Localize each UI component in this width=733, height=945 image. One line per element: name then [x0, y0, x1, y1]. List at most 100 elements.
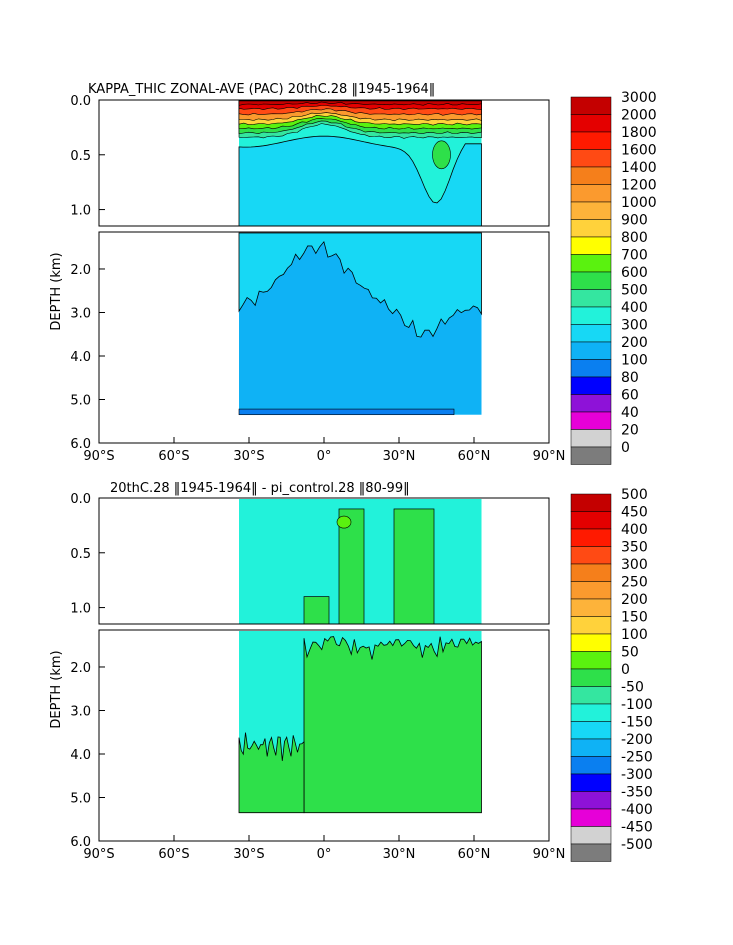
colorbar-swatch	[570, 149, 612, 168]
colorbar-swatch	[570, 201, 612, 220]
colorbar-label: 1600	[621, 143, 657, 159]
y-tick-label: 3.0	[70, 704, 91, 719]
colorbar-label: 300	[621, 318, 648, 334]
colorbar-swatch	[570, 324, 612, 343]
field-positive-lower	[303, 636, 482, 814]
colorbar-label: 350	[621, 540, 648, 556]
colorbar-label: 1800	[621, 125, 657, 141]
colorbar-label: 60	[621, 388, 639, 404]
x-tick-label: 60°S	[158, 847, 189, 862]
colorbar-label: 3000	[621, 90, 657, 106]
x-tick-label: 60°S	[158, 449, 189, 464]
colorbar-swatch	[570, 773, 612, 792]
colorbar-label: 50	[621, 645, 639, 661]
y-tick-label: 4.0	[70, 748, 91, 763]
colorbar-label: 300	[621, 557, 648, 573]
colorbar-swatch	[570, 219, 612, 238]
field-patch-equator	[336, 515, 352, 529]
panel-title: KAPPA_THIC ZONAL-AVE (PAC) 20thC.28 ‖194…	[88, 82, 435, 97]
y-tick-label: 0.5	[70, 547, 91, 562]
panel-difference: 20thC.28 ‖1945-1964‖ - pi_control.28 ‖80…	[49, 481, 653, 862]
y-axis-label: DEPTH (km)	[49, 650, 64, 728]
colorbar-swatch	[570, 826, 612, 845]
field-positive-column	[303, 596, 330, 625]
colorbar-label: 100	[621, 353, 648, 369]
colorbar-swatch	[570, 493, 612, 512]
plot-frame-upper	[98, 497, 550, 625]
colorbar-label: 150	[621, 610, 648, 626]
y-tick-label: 6.0	[70, 835, 91, 850]
colorbar-swatch	[570, 429, 612, 448]
colorbar-label: 1400	[621, 160, 657, 176]
colorbar-swatch	[570, 394, 612, 413]
colorbar-label: 700	[621, 248, 648, 264]
y-tick-label: 1.0	[70, 204, 91, 219]
colorbar-swatch	[570, 166, 612, 185]
colorbar-label: 500	[621, 283, 648, 299]
colorbar-swatch	[570, 721, 612, 740]
colorbar-swatch	[570, 114, 612, 133]
colorbar-label: 900	[621, 213, 648, 229]
plot-frame-upper	[98, 99, 550, 227]
x-tick-label: 30°S	[233, 449, 264, 464]
colorbar-label: 800	[621, 230, 648, 246]
colorbar-label: 200	[621, 592, 648, 608]
colorbar-swatch	[570, 616, 612, 635]
x-tick-label: 90°S	[83, 847, 114, 862]
colorbar-label: -500	[621, 837, 653, 853]
y-tick-label: 6.0	[70, 437, 91, 452]
colorbar-label: -250	[621, 750, 653, 766]
y-axis-label: DEPTH (km)	[49, 252, 64, 330]
colorbar-swatch	[570, 843, 612, 862]
x-tick-label: 90°N	[533, 847, 566, 862]
colorbar-swatch	[570, 289, 612, 308]
y-tick-label: 0.5	[70, 149, 91, 164]
colorbar-swatch	[570, 446, 612, 465]
field-bottom-band	[238, 408, 455, 416]
x-tick-label: 60°N	[458, 449, 491, 464]
colorbar-swatch	[570, 96, 612, 115]
colorbar-label: 200	[621, 335, 648, 351]
field-positive-southern	[238, 732, 305, 814]
colorbar-swatch	[570, 651, 612, 670]
colorbar-label: 80	[621, 370, 639, 386]
colorbar-label: 500	[621, 487, 648, 503]
colorbar-label: 1000	[621, 195, 657, 211]
colorbar-swatch	[570, 791, 612, 810]
field-patch-45n	[432, 140, 451, 170]
colorbar-label: 450	[621, 505, 648, 521]
colorbar-swatch	[570, 528, 612, 547]
colorbar-swatch	[570, 668, 612, 687]
colorbar-label: -150	[621, 715, 653, 731]
colorbar-label: 0	[621, 440, 630, 456]
colorbar-swatch	[570, 546, 612, 565]
colorbar-label: 40	[621, 405, 639, 421]
colorbar-swatch	[570, 341, 612, 360]
field-surface-band	[238, 100, 482, 106]
y-tick-label: 2.0	[70, 661, 91, 676]
x-tick-label: 30°N	[383, 847, 416, 862]
colorbar-swatch	[570, 738, 612, 757]
colorbar-swatch	[570, 271, 612, 290]
y-tick-label: 2.0	[70, 263, 91, 278]
panel-kappa-thic: KAPPA_THIC ZONAL-AVE (PAC) 20thC.28 ‖194…	[49, 82, 657, 465]
y-tick-label: 1.0	[70, 602, 91, 617]
colorbar-label: 20	[621, 423, 639, 439]
colorbar-label: -300	[621, 767, 653, 783]
x-tick-label: 0°	[317, 449, 332, 464]
colorbar-label: 400	[621, 522, 648, 538]
x-tick-label: 90°S	[83, 449, 114, 464]
colorbar-swatch	[570, 254, 612, 273]
colorbar-label: 250	[621, 575, 648, 591]
y-tick-label: 5.0	[70, 393, 91, 408]
colorbar-swatch	[570, 359, 612, 378]
colorbar-label: -100	[621, 697, 653, 713]
x-tick-label: 60°N	[458, 847, 491, 862]
colorbar-swatch	[570, 686, 612, 705]
colorbar-label: -200	[621, 732, 653, 748]
y-tick-label: 0.0	[70, 492, 91, 507]
colorbar-swatch	[570, 376, 612, 395]
colorbar-swatch	[570, 633, 612, 652]
field-zone-300-400	[238, 232, 482, 338]
